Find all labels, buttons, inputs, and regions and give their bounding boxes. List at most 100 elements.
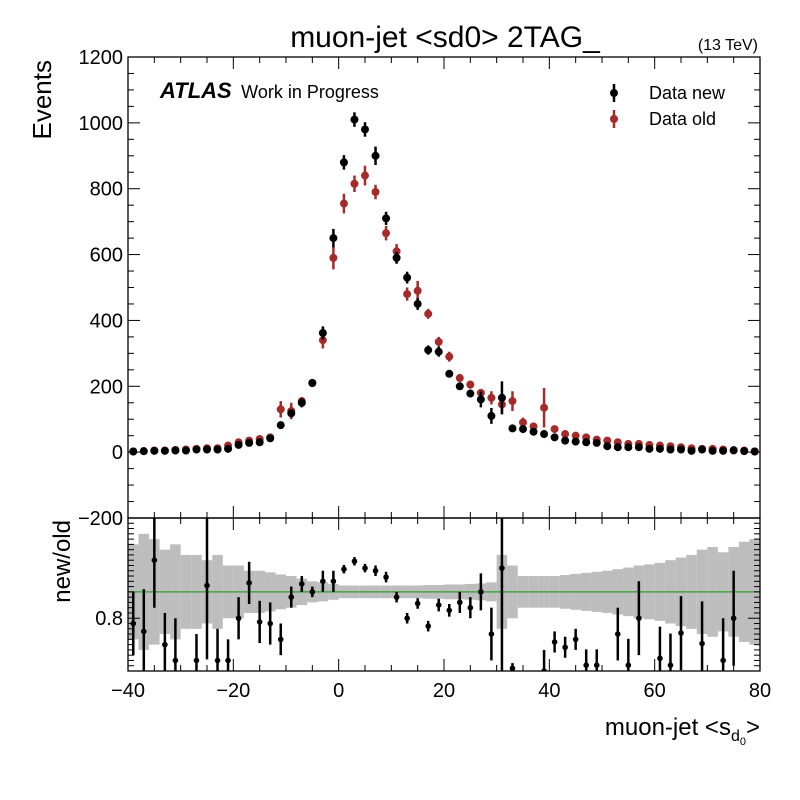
y-tick-label: 1000 [79,113,124,135]
ratio-point [299,581,305,587]
data-new-point [571,437,580,446]
ratio-point [414,600,421,607]
data-new-point [455,382,464,391]
ratio-point [372,567,379,574]
data-old-point [487,393,496,402]
ratio-point [151,557,158,564]
data-new-point [266,434,275,443]
x-tick-label: 80 [749,680,771,702]
ratio-point [562,644,568,651]
y-tick-label: −200 [78,508,123,530]
data-new-point [413,299,422,308]
ratio-point [615,631,621,637]
ratio-point [277,636,284,643]
data-new-point [497,393,506,402]
x-tick-label: 60 [644,680,666,702]
ratio-point [678,630,684,636]
data-new-point [708,446,717,455]
data-old-point [540,403,549,412]
data-old-point [371,188,380,197]
data-new-point [561,436,570,445]
data-old-point [519,418,527,427]
data-new-point [729,446,738,455]
atlas-sublabel: Work in Progress [241,82,379,102]
ratio-point [141,628,147,635]
y-tick-label: 0 [112,442,123,464]
data-old-point [329,253,338,262]
data-new-point [487,411,496,420]
ratio-y-tick-label: 0.8 [95,608,123,630]
data-new-point [666,445,675,454]
data-new-point [234,440,243,449]
data-old-point [413,286,422,295]
ratio-point [362,565,368,571]
data-new-point [129,447,138,456]
ratio-point [246,580,252,586]
x-axis-label-sub: d [731,728,740,745]
data-new-point [719,446,728,455]
series-data-new [129,112,759,456]
data-new-point [139,447,148,456]
x-axis-label-subsub: 0 [740,736,746,748]
data-new-point [550,433,559,442]
legend-label-old: Data old [649,109,716,129]
ratio-point [383,574,389,580]
x-tick-label: 20 [433,680,455,702]
data-new-point [434,347,443,356]
data-new-point [603,442,612,451]
ratio-point [667,662,674,668]
data-new-point [213,445,222,454]
data-new-point [339,158,348,167]
data-new-point [750,447,759,456]
x-tick-label-group: −40 −20 0 20 40 60 80 [111,680,771,702]
data-new-point [160,446,169,455]
ratio-point [478,589,484,595]
data-new-point [192,445,201,454]
data-new-point [224,444,233,453]
ratio-point [183,774,189,780]
ratio-y-axis-label: new/old [49,520,76,603]
y-axis-label: Events [27,60,57,140]
ratio-point [551,639,558,645]
data-old-point [318,336,327,345]
x-axis-label-main: muon-jet <s [605,714,731,741]
data-new-point [645,444,654,453]
data-old-point [403,290,412,299]
data-new-point [540,430,549,439]
y-tick-label: 1200 [79,47,124,69]
ratio-point [509,665,516,671]
data-new-point [308,378,317,387]
data-new-point [424,346,433,355]
data-old-point [550,425,559,434]
data-old-point [339,199,348,208]
ratio-point [636,615,642,622]
data-old-point [424,309,433,318]
ratio-point [351,558,358,565]
ratio-point [393,594,400,600]
data-new-point [329,234,338,243]
ratio-point [657,655,663,662]
x-axis-label: muon-jet <sd0> [605,714,760,748]
ratio-point [446,607,453,614]
data-new-point [529,427,538,436]
data-old-point [571,431,580,440]
data-new-point [297,398,306,407]
data-old-point [434,337,443,346]
ratio-point [309,589,316,595]
data-new-point [371,151,380,160]
ratio-point [699,640,705,647]
ratio-point [162,641,168,648]
data-new-point [392,253,401,262]
ratio-point [288,594,295,600]
data-new-point [276,421,285,430]
y-tick-label-group: −200 0 200 400 600 800 1000 1200 [78,47,123,530]
x-axis-label-end: > [746,714,760,741]
ratio-point [330,578,337,585]
data-new-point [382,214,391,223]
ratio-point [235,615,242,622]
data-old-point [455,374,464,383]
data-new-point [582,438,591,447]
ratio-point [204,582,210,589]
data-new-point [361,125,369,134]
